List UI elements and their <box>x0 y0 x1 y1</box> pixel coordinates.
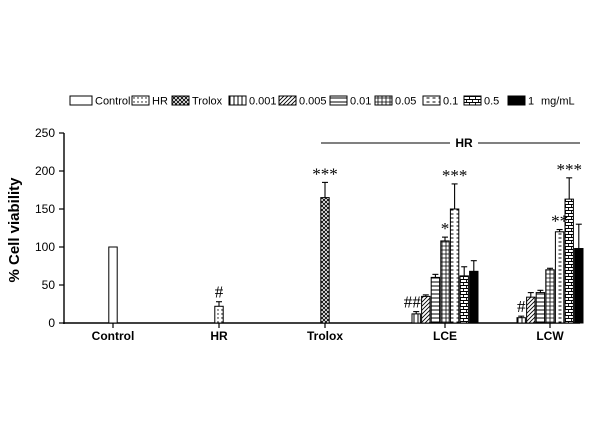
legend-swatch <box>422 95 441 106</box>
bar <box>516 317 526 324</box>
legend-label: Control <box>95 96 130 108</box>
significance-label: *** <box>442 166 468 185</box>
legend-swatch <box>228 95 247 106</box>
legend-swatch <box>374 95 393 106</box>
y-tick-label: 250 <box>35 126 55 140</box>
legend-swatch <box>463 95 482 106</box>
significance-label: # <box>215 283 224 302</box>
bar <box>108 246 118 324</box>
legend-unit: mg/mL <box>541 96 575 108</box>
significance-label: ## <box>404 293 422 312</box>
legend-label: 0.1 <box>443 96 458 108</box>
legend-label: 0.005 <box>299 96 327 108</box>
y-tick-label: 50 <box>42 278 56 292</box>
legend-swatch <box>329 95 348 106</box>
y-tick-label: 200 <box>35 164 55 178</box>
axes: 0 50 100 150 200 250 % Cell viability Control HR… <box>6 126 580 343</box>
significance-label: *** <box>556 160 582 179</box>
significance-label: ** <box>551 212 568 231</box>
legend-label: 0.01 <box>350 96 371 108</box>
bar <box>526 296 536 324</box>
y-tick-label: 0 <box>48 316 55 330</box>
x-tick-label: Control <box>92 329 135 343</box>
significance-marks: #***##****#***** <box>215 160 582 316</box>
y-tick-label: 100 <box>35 240 55 254</box>
y-tick-label: 150 <box>35 202 55 216</box>
bar <box>459 275 469 324</box>
bracket-label: HR <box>455 136 473 150</box>
legend-swatch <box>278 95 297 106</box>
bar <box>440 240 450 324</box>
x-tick-label: LCE <box>433 329 457 343</box>
legend-label: HR <box>152 96 168 108</box>
x-tick-label: HR <box>210 329 228 343</box>
legend-label: Trolox <box>192 96 223 108</box>
x-tick-label: Trolox <box>307 329 343 343</box>
bar <box>449 208 460 324</box>
bars <box>108 177 584 324</box>
bar <box>535 292 546 324</box>
significance-label: *** <box>312 164 338 183</box>
x-tick-label: LCW <box>536 329 564 343</box>
significance-label: * <box>441 219 450 238</box>
legend-swatch <box>69 95 93 106</box>
bar <box>411 313 421 324</box>
bar <box>469 270 479 324</box>
bar <box>554 231 565 324</box>
legend-label: 1 <box>528 96 534 108</box>
bar <box>574 248 584 324</box>
legend-swatch <box>131 95 150 106</box>
significance-label: # <box>517 297 526 316</box>
bar <box>214 305 224 324</box>
legend-label: 0.5 <box>484 96 499 108</box>
legend-label: 0.001 <box>249 96 277 108</box>
bar <box>421 295 431 324</box>
y-axis-title: % Cell viability <box>6 177 23 283</box>
legend-swatch <box>171 95 190 106</box>
legend-swatch <box>507 95 526 106</box>
hr-bracket: HR <box>321 136 580 150</box>
bar <box>320 197 330 324</box>
bar <box>430 276 441 324</box>
bar <box>545 269 555 324</box>
legend-label: 0.05 <box>395 96 416 108</box>
legend: Control HR Trolox 0.001 0.005 0.01 0.05 0.1 0.5 1… <box>69 95 575 108</box>
